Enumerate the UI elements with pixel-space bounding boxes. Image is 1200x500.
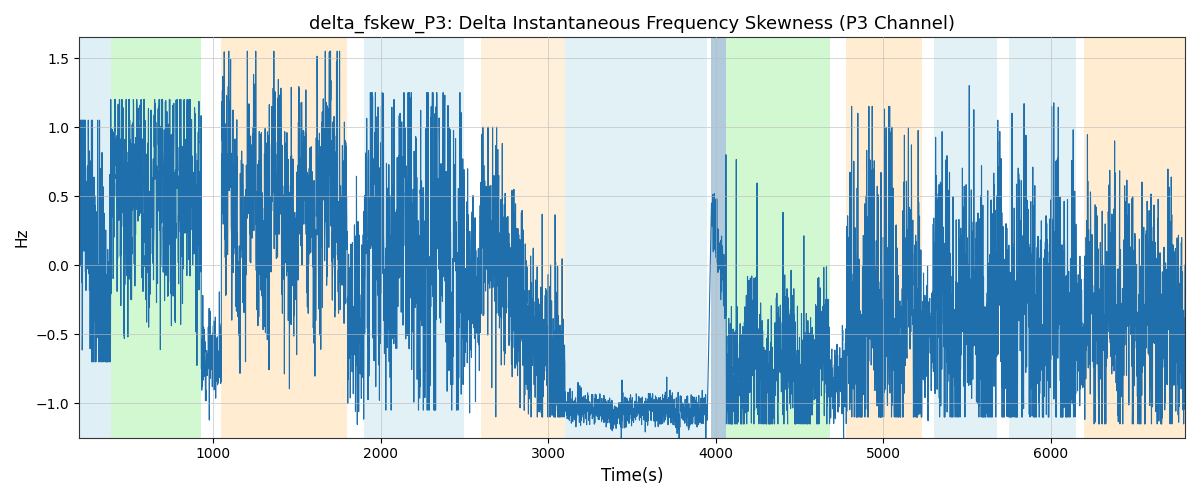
- Bar: [364, 38, 464, 438]
- Bar: [221, 38, 347, 438]
- Y-axis label: Hz: Hz: [14, 228, 30, 248]
- Bar: [481, 38, 565, 438]
- Bar: [934, 38, 997, 438]
- Bar: [565, 38, 707, 438]
- X-axis label: Time(s): Time(s): [601, 467, 664, 485]
- Title: delta_fskew_P3: Delta Instantaneous Frequency Skewness (P3 Channel): delta_fskew_P3: Delta Instantaneous Freq…: [308, 15, 955, 34]
- Bar: [710, 38, 726, 438]
- Bar: [1009, 38, 1076, 438]
- Bar: [726, 38, 829, 438]
- Bar: [110, 38, 202, 438]
- Bar: [79, 38, 110, 438]
- Bar: [1085, 38, 1186, 438]
- Bar: [846, 38, 922, 438]
